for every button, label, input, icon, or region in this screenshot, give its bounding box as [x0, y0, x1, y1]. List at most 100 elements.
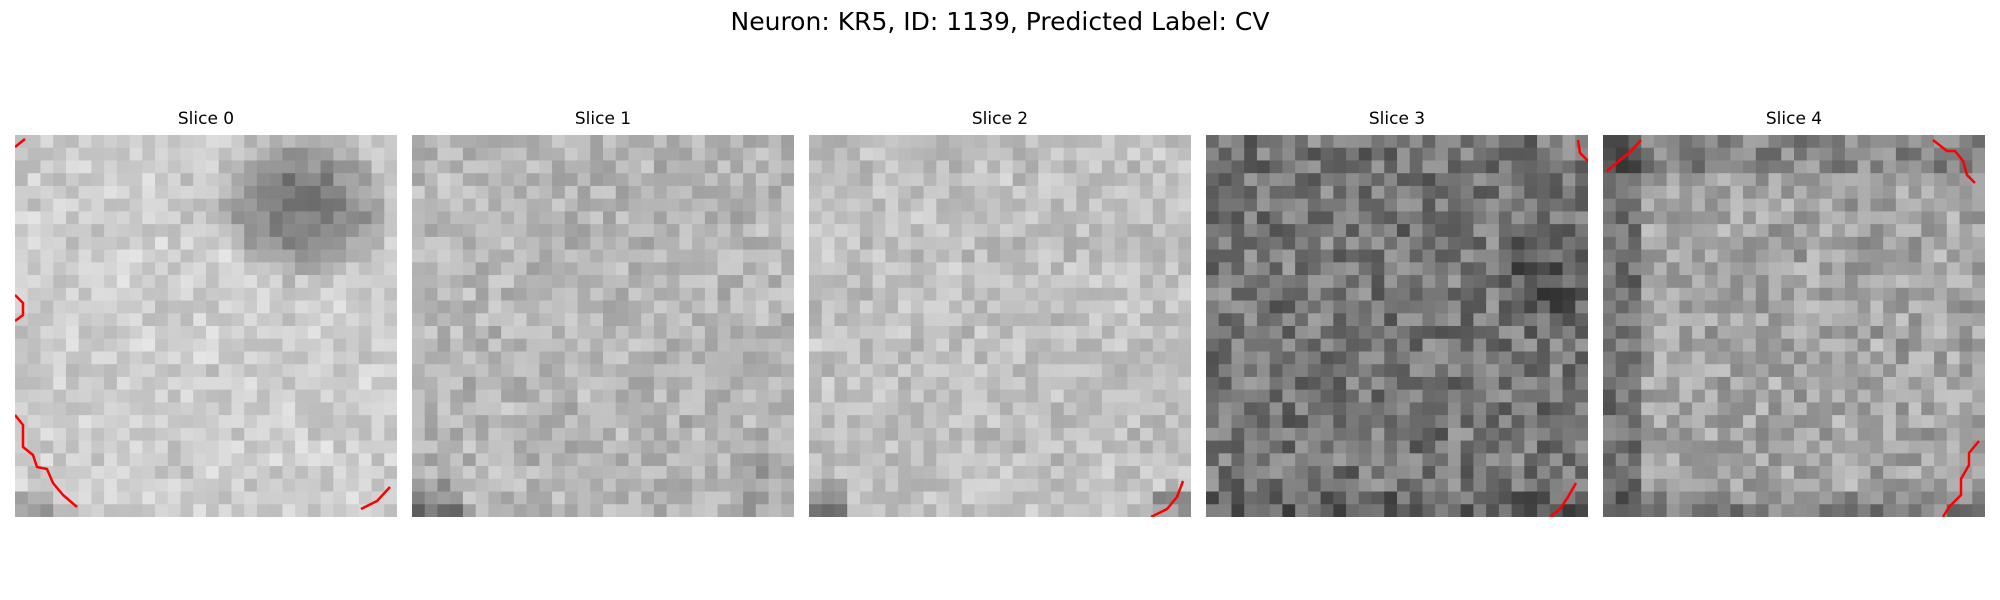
- pixel: [949, 427, 963, 442]
- pixel: [615, 249, 630, 263]
- pixel: [730, 173, 744, 187]
- pixel: [462, 224, 477, 238]
- pixel: [936, 224, 950, 238]
- pixel: [628, 160, 642, 174]
- pixel: [885, 440, 899, 454]
- pixel: [653, 376, 668, 391]
- pixel: [1755, 236, 1770, 251]
- pixel: [53, 364, 67, 378]
- pixel: [692, 364, 706, 378]
- pixel: [1447, 453, 1462, 467]
- pixel: [834, 262, 848, 276]
- pixel: [809, 491, 823, 505]
- pixel: [1524, 236, 1538, 251]
- pixel: [885, 249, 899, 263]
- pixel: [1269, 275, 1283, 289]
- pixel: [1524, 185, 1538, 200]
- pixel: [936, 491, 950, 505]
- pixel: [346, 224, 360, 238]
- pixel: [821, 224, 836, 238]
- pixel: [1152, 287, 1167, 302]
- pixel: [1972, 364, 1985, 378]
- pixel: [1562, 440, 1576, 454]
- pixel: [1743, 338, 1757, 353]
- pixel: [1218, 351, 1233, 365]
- pixel: [949, 389, 963, 403]
- pixel: [346, 504, 360, 517]
- pixel: [358, 198, 373, 212]
- pixel: [1819, 351, 1833, 365]
- pixel: [1628, 211, 1642, 225]
- pixel: [1127, 160, 1141, 174]
- pixel: [1409, 364, 1424, 378]
- pixel: [193, 415, 207, 429]
- pixel: [872, 389, 886, 403]
- pixel: [539, 427, 553, 442]
- pixel: [1641, 326, 1655, 340]
- pixel: [628, 249, 642, 263]
- pixel: [1908, 491, 1922, 505]
- pixel: [437, 402, 451, 416]
- pixel: [526, 478, 540, 493]
- pixel: [1549, 224, 1564, 238]
- pixel: [1435, 173, 1449, 187]
- pixel: [333, 351, 347, 365]
- pixel: [1346, 236, 1360, 251]
- pixel: [577, 466, 591, 480]
- pixel: [1870, 185, 1884, 200]
- pixel: [53, 402, 67, 416]
- pixel: [1397, 160, 1411, 174]
- pixel: [1447, 249, 1462, 263]
- pixel: [1025, 504, 1039, 517]
- pixel: [1295, 224, 1309, 238]
- pixel: [1819, 504, 1833, 517]
- pixel: [155, 262, 169, 276]
- pixel: [1295, 389, 1309, 403]
- pixel: [1730, 300, 1744, 314]
- pixel: [1768, 326, 1782, 340]
- pixel: [269, 185, 283, 200]
- pixel: [1346, 160, 1360, 174]
- pixel: [193, 326, 207, 340]
- pixel: [269, 466, 283, 480]
- pixel: [910, 211, 925, 225]
- pixel: [1152, 173, 1167, 187]
- pixel: [1562, 338, 1576, 353]
- pixel: [1397, 453, 1411, 467]
- pixel: [333, 427, 347, 442]
- pixel: [155, 211, 169, 225]
- pixel: [1755, 198, 1770, 212]
- pixel: [1218, 478, 1233, 493]
- pixel: [653, 478, 668, 493]
- pixel: [910, 262, 925, 276]
- pixel: [295, 478, 309, 493]
- pixel: [692, 160, 706, 174]
- pixel: [1666, 275, 1680, 289]
- pixel: [282, 300, 296, 314]
- pixel: [1895, 364, 1910, 378]
- pixel: [193, 478, 207, 493]
- pixel: [1524, 440, 1538, 454]
- pixel: [1114, 338, 1128, 353]
- pixel: [1692, 287, 1706, 302]
- pixel: [371, 351, 385, 365]
- pixel: [346, 491, 360, 505]
- pixel: [167, 135, 182, 149]
- pixel: [358, 389, 373, 403]
- pixel: [1819, 338, 1833, 353]
- pixel: [475, 427, 489, 442]
- pixel: [1244, 262, 1258, 276]
- pixel: [1692, 376, 1706, 391]
- pixel: [1384, 211, 1398, 225]
- pixel: [40, 300, 54, 314]
- pixel: [1114, 364, 1128, 378]
- pixel: [1857, 313, 1871, 327]
- pixel: [1358, 478, 1373, 493]
- pixel: [1307, 211, 1322, 225]
- pixel: [193, 351, 207, 365]
- pixel: [1743, 147, 1757, 162]
- pixel: [666, 224, 680, 238]
- pixel: [603, 389, 617, 403]
- pixel: [218, 173, 233, 187]
- pixel: [1397, 466, 1411, 480]
